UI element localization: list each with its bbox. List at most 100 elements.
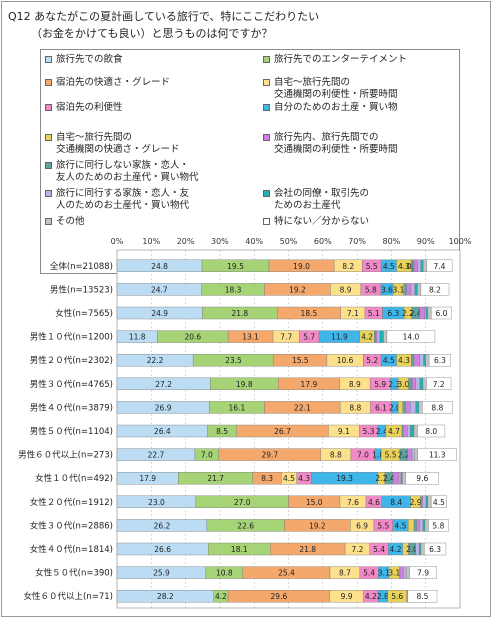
legend-label: 特にない／分からない	[274, 216, 370, 227]
data-label: 23.5	[225, 356, 242, 365]
bar-segment	[406, 283, 412, 296]
data-label: 8.8	[349, 403, 361, 412]
bar-segment	[386, 330, 436, 343]
bar-segment	[403, 566, 407, 579]
bar-segment	[423, 354, 426, 367]
bar-segment	[428, 519, 449, 532]
data-label: 5.9	[374, 380, 386, 389]
category-label: 男性３０代(n=4765)	[30, 379, 113, 390]
legend-swatch	[45, 218, 52, 225]
bar-segment	[418, 401, 423, 414]
data-label: 5.6	[391, 592, 403, 601]
data-label: 21.8	[231, 309, 248, 318]
data-label: 11.8	[129, 333, 146, 342]
data-label: 4.3	[398, 356, 410, 365]
data-label: 11.9	[331, 333, 348, 342]
bar-segment	[398, 401, 403, 414]
data-label: 2.8	[377, 592, 389, 601]
data-label: 28.2	[157, 592, 174, 601]
data-label: 4.5	[395, 521, 407, 530]
data-label: 26.6	[154, 545, 171, 554]
bar-segment	[420, 542, 425, 556]
bar-segment	[383, 330, 388, 343]
x-tick-label: 100%	[449, 237, 472, 246]
bar-segment	[430, 495, 447, 508]
bar-segment	[392, 472, 400, 485]
x-tick-label: 80%	[383, 237, 401, 246]
bar-segment	[417, 259, 422, 272]
data-label: 14.0	[403, 333, 420, 342]
legend-swatch	[45, 104, 52, 111]
category-label: 女性４０代(n=1814)	[30, 544, 113, 555]
data-label: 5.5	[377, 521, 389, 530]
data-label: 8.5	[416, 592, 428, 601]
data-label: 7.4	[433, 262, 445, 271]
bar-segment	[418, 542, 422, 556]
data-label: 6.0	[436, 309, 448, 318]
category-label: 男性４０代(n=3879)	[30, 402, 113, 413]
x-tick-label: 50%	[280, 237, 298, 246]
bar-segment	[413, 354, 420, 367]
category-label: 全体(n=21088)	[50, 261, 113, 272]
bar-segment	[419, 377, 424, 390]
data-label: 15.0	[306, 498, 323, 507]
legend-swatch	[263, 104, 270, 111]
data-label: 19.2	[289, 285, 306, 294]
data-label: 19.3	[336, 474, 353, 483]
bar-segment	[402, 401, 406, 414]
question-line-2: （お金をかけても良い）と思うものは何ですか？	[31, 27, 273, 40]
data-label: 2.0	[406, 545, 418, 554]
data-label: 7.1	[347, 309, 359, 318]
data-label: 5.7	[303, 333, 315, 342]
bar-segment	[417, 424, 446, 438]
data-label: 7.0	[357, 451, 369, 460]
data-label: 4.2	[361, 333, 373, 342]
data-label: 24.9	[151, 309, 168, 318]
bar-segment	[413, 519, 417, 532]
bar-segment	[424, 306, 427, 320]
legend-label: 宿泊先の利便性	[56, 102, 123, 113]
bar-segment	[422, 495, 427, 508]
category-label: 女性(n=7565)	[55, 308, 113, 319]
data-label: 15.5	[292, 356, 309, 365]
bar-segment	[415, 542, 420, 556]
bar-segment	[405, 401, 411, 414]
data-label: 22.7	[148, 451, 165, 460]
data-label: 2.4	[410, 309, 422, 318]
data-label: 3.1	[378, 569, 390, 578]
bar-segment	[420, 283, 450, 296]
data-label: 5.8	[365, 285, 377, 294]
data-label: 9.1	[338, 427, 350, 436]
data-label: 26.9	[155, 403, 172, 412]
bar-segment	[430, 306, 452, 320]
x-tick-label: 10%	[142, 237, 160, 246]
bar-segment	[402, 472, 407, 485]
data-label: 5.4	[373, 545, 385, 554]
data-label: 4.2	[390, 545, 402, 554]
bar-segment	[419, 354, 424, 367]
data-label: 6.3	[429, 545, 441, 554]
bar-segment	[407, 448, 413, 461]
data-label: 2.3	[388, 380, 400, 389]
data-label: 5.2	[366, 356, 378, 365]
data-label: 22.6	[237, 521, 254, 530]
legend-label: 会社の同僚・取引先の ためのお土産代	[274, 188, 370, 211]
data-label: 8.0	[425, 427, 437, 436]
bar-segment	[414, 448, 419, 461]
bar-segment	[374, 330, 376, 343]
bar-segment	[376, 330, 380, 343]
data-label: 3.1	[388, 569, 400, 578]
legend-swatch	[45, 162, 52, 169]
bar-segment	[428, 354, 451, 367]
data-label: 8.9	[340, 285, 352, 294]
data-label: 5.5	[366, 262, 378, 271]
data-label: 24.8	[151, 262, 168, 271]
bar-segment	[375, 330, 378, 343]
data-label: 7.0	[201, 451, 213, 460]
data-label: 10.8	[216, 569, 233, 578]
category-label: 女性６０代以上(n=71)	[24, 591, 113, 602]
data-label: 2.1	[375, 474, 387, 483]
data-label: 25.4	[278, 569, 295, 578]
data-label: 7.6	[347, 498, 359, 507]
